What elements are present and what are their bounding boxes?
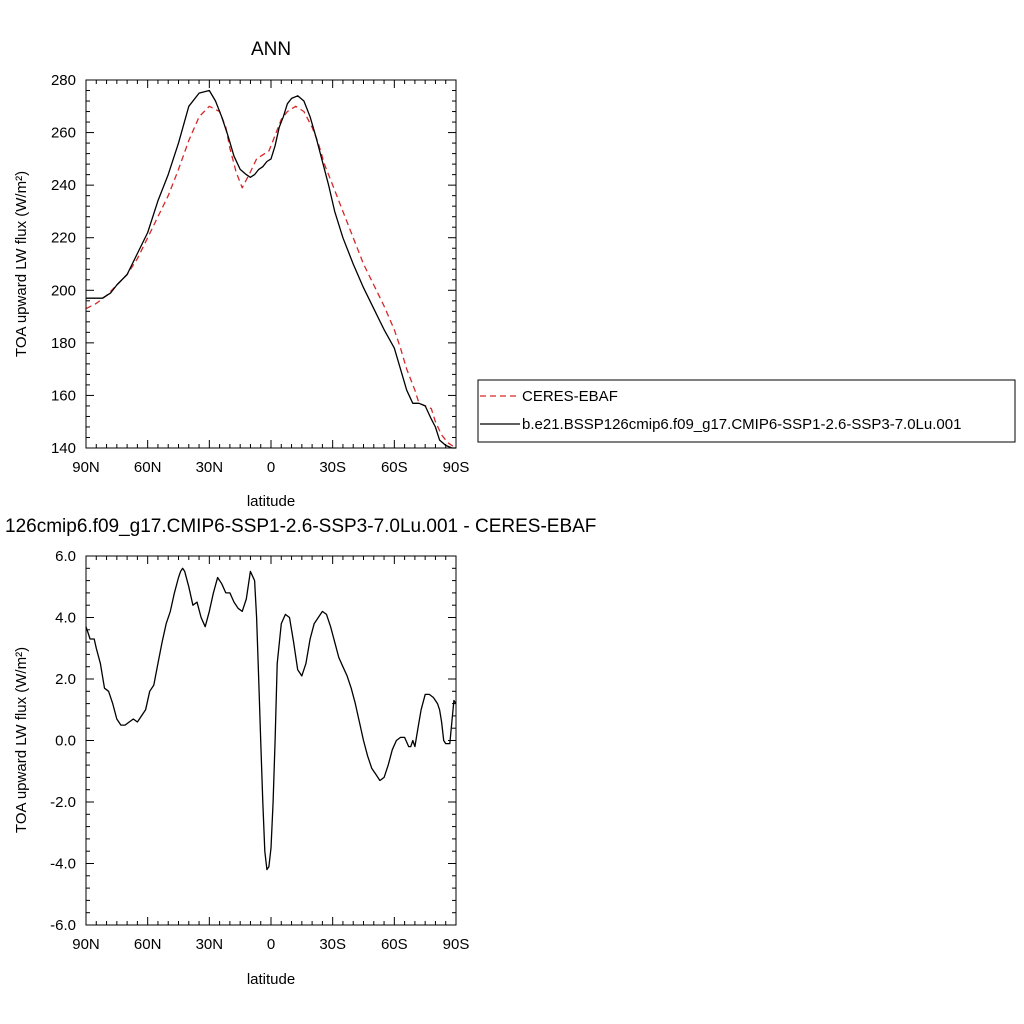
y-tick-label: 0.0: [55, 733, 76, 750]
x-tick-label: 90S: [443, 459, 470, 476]
bottom-series-lines: [85, 567, 457, 871]
x-tick-label: 30S: [319, 936, 346, 953]
top-y-axis-label: TOA upward LW flux (W/m²): [13, 171, 30, 357]
bottom-x-axis: 90N 60N 30N 0 30S 60S 90S: [72, 556, 469, 953]
y-tick-label: 220: [51, 230, 76, 247]
x-tick-label: 60S: [381, 459, 408, 476]
top-chart-title: ANN: [251, 39, 291, 60]
legend-label-model: b.e21.BSSP126cmip6.f09_g17.CMIP6-SSP1-2.…: [522, 416, 961, 433]
y-tick-label: 6.0: [55, 548, 76, 565]
bottom-y-axis-label: TOA upward LW flux (W/m²): [13, 647, 30, 833]
y-tick-label: -6.0: [50, 917, 76, 934]
x-tick-label: 60N: [134, 936, 162, 953]
y-tick-label: 160: [51, 387, 76, 404]
bottom-y-axis: -6.0 -4.0 -2.0 0.0 2.0 4.0 6.0: [50, 548, 456, 934]
y-tick-label: 4.0: [55, 610, 76, 627]
x-tick-label: 90N: [72, 459, 100, 476]
y-tick-label: 140: [51, 440, 76, 457]
y-tick-label: 260: [51, 125, 76, 142]
x-tick-label: 0: [267, 936, 275, 953]
y-tick-label: -2.0: [50, 794, 76, 811]
legend-box: [477, 379, 1016, 443]
x-tick-label: 90N: [72, 936, 100, 953]
y-tick-label: -4.0: [50, 856, 76, 873]
x-tick-label: 60N: [134, 459, 162, 476]
top-plot-frame: [85, 79, 457, 449]
panel-bottom: 126cmip6.f09_g17.CMIP6-SSP1-2.6-SSP3-7.0…: [5, 516, 596, 988]
x-tick-label: 90S: [443, 936, 470, 953]
x-tick-label: 30N: [196, 936, 224, 953]
bottom-plot-frame: [85, 555, 457, 926]
bottom-x-axis-label: latitude: [247, 971, 295, 988]
series-line-difference-0: [85, 567, 457, 871]
x-tick-label: 0: [267, 459, 275, 476]
y-tick-label: 2.0: [55, 671, 76, 688]
panel-top: ANN 90N 60N 30N 0 30S 60S 90S 140 160 180 200 220 2…: [13, 39, 1016, 510]
x-tick-label: 30N: [196, 459, 224, 476]
legend: CERES-EBAF b.e21.BSSP126cmip6.f09_g17.CM…: [477, 379, 1016, 443]
y-tick-label: 200: [51, 282, 76, 299]
series-line-ceres-ebaf: [85, 105, 457, 449]
top-x-axis: 90N 60N 30N 0 30S 60S 90S: [72, 80, 469, 476]
top-series-lines: [85, 89, 457, 449]
series-line-b-e21-bssp126cmip6-f09-g: [86, 89, 456, 449]
x-tick-label: 60S: [381, 936, 408, 953]
bottom-chart-title: 126cmip6.f09_g17.CMIP6-SSP1-2.6-SSP3-7.0…: [5, 516, 596, 537]
x-tick-label: 30S: [319, 459, 346, 476]
legend-label-ceres: CERES-EBAF: [522, 388, 618, 405]
y-tick-label: 280: [51, 72, 76, 89]
top-y-axis: 140 160 180 200 220 240 260 280: [51, 72, 456, 457]
y-tick-label: 180: [51, 335, 76, 352]
top-x-axis-label: latitude: [247, 493, 295, 510]
y-tick-label: 240: [51, 177, 76, 194]
